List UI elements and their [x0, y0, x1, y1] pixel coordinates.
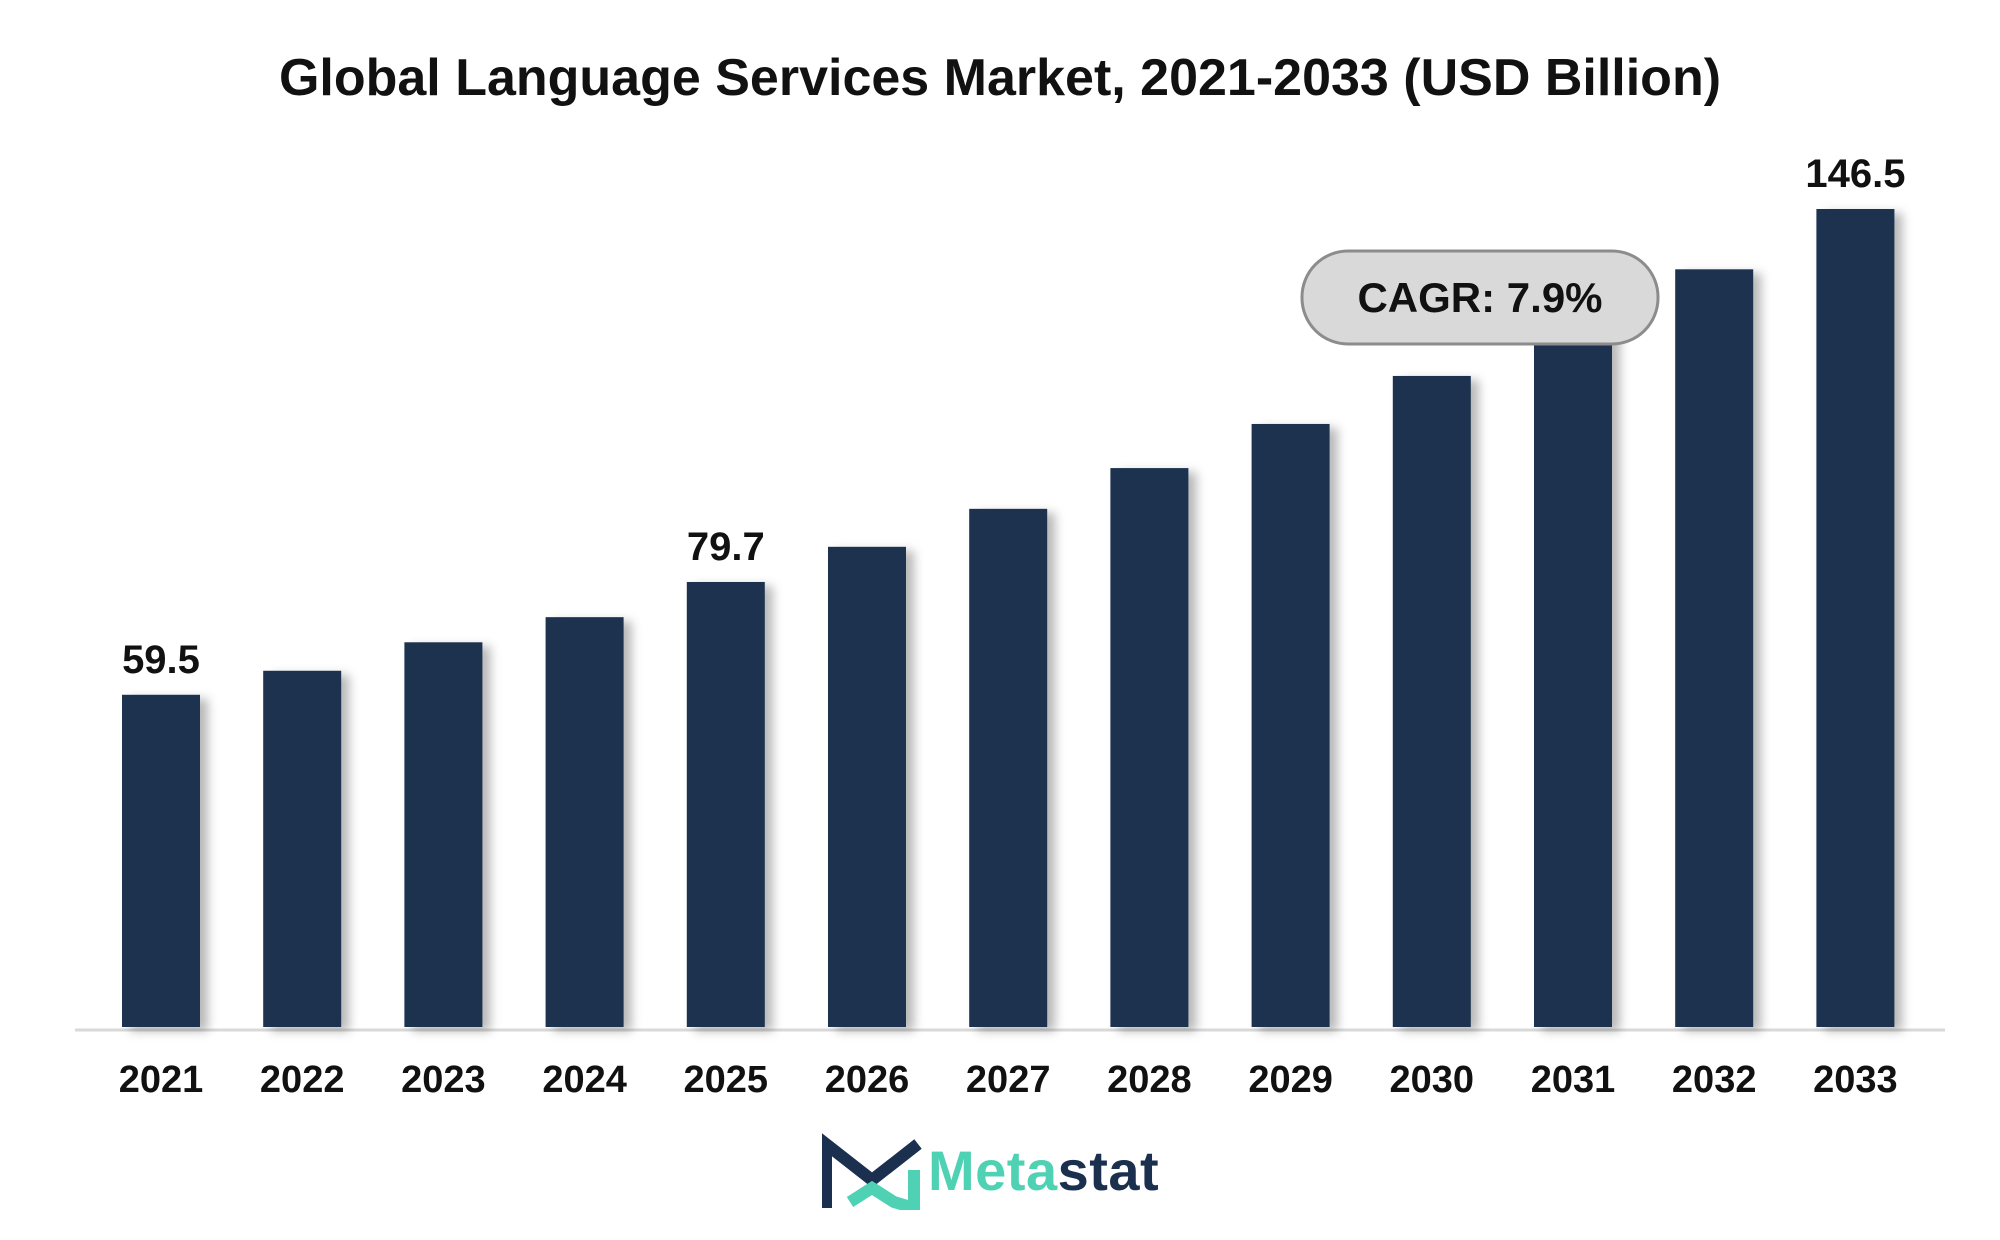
logo-text-meta: Meta: [928, 1138, 1058, 1202]
x-tick-label-2025: 2025: [684, 1059, 769, 1101]
bar-2028: [1110, 468, 1189, 1028]
bar-2027: [969, 508, 1048, 1027]
x-tick-label-2021: 2021: [119, 1059, 204, 1101]
x-tick-label-2031: 2031: [1531, 1059, 1616, 1101]
bar-2026: [828, 546, 906, 1027]
bar-2023: [404, 642, 483, 1027]
x-tick-label-2028: 2028: [1107, 1059, 1192, 1101]
data-label-2033: 146.5: [1805, 152, 1905, 196]
bar-2022: [263, 670, 342, 1027]
metastat-logo: Metastat: [822, 1130, 1159, 1210]
x-tick-label-2022: 2022: [260, 1059, 345, 1101]
cagr-badge-background: [1300, 249, 1660, 346]
logo-text-stat: stat: [1057, 1138, 1160, 1202]
bar-2031: [1534, 324, 1612, 1027]
bars-group: [122, 209, 1895, 1028]
x-tick-label-2026: 2026: [825, 1059, 910, 1101]
cagr-badge: CAGR: 7.9%: [1300, 249, 1660, 346]
bar-2030: [1392, 375, 1471, 1027]
x-tick-label-2023: 2023: [401, 1059, 486, 1101]
x-tick-label-2033: 2033: [1813, 1059, 1898, 1101]
data-label-2021: 59.5: [122, 638, 200, 682]
x-tick-label-2032: 2032: [1672, 1059, 1757, 1101]
x-tick-label-2027: 2027: [966, 1059, 1051, 1101]
bar-2033: [1816, 209, 1895, 1027]
cagr-badge-text: CAGR: 7.9%: [1357, 274, 1602, 321]
bar-2032: [1675, 269, 1754, 1027]
metastat-logo-icon: [822, 1133, 922, 1210]
chart-title: Global Language Services Market, 2021-20…: [278, 49, 1722, 107]
data-label-2025: 79.7: [687, 525, 765, 569]
x-tick-label-2029: 2029: [1248, 1059, 1333, 1101]
bar-2024: [545, 617, 624, 1027]
x-tick-label-2024: 2024: [542, 1059, 627, 1101]
bar-2029: [1251, 423, 1330, 1028]
logo-text: Metastat: [928, 1138, 1159, 1203]
labels-group: 2021 59.5 2022 2023 2024 2025 79.7 2026 2027 2028…: [119, 152, 1906, 1101]
bar-2021: [122, 694, 200, 1027]
bar-2025: [686, 581, 765, 1027]
x-tick-label-2030: 2030: [1390, 1059, 1475, 1101]
